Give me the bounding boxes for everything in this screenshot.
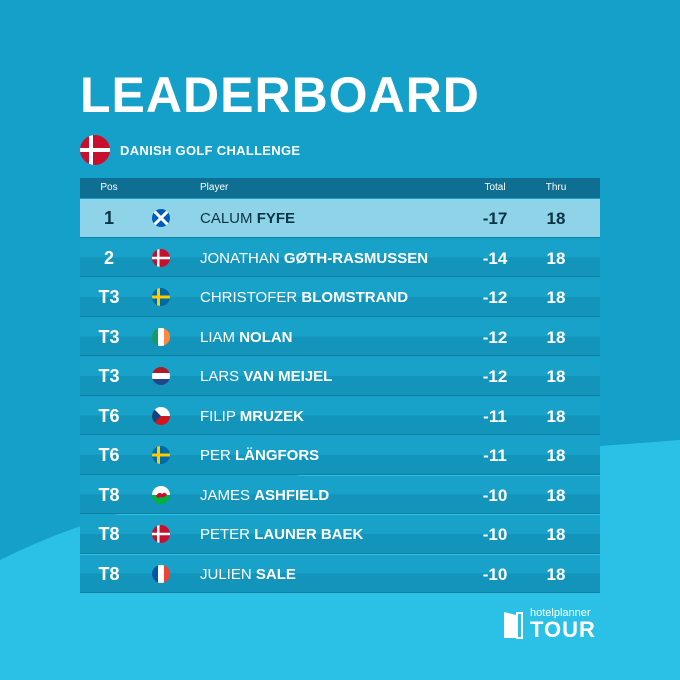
player-first-name: LIAM (200, 328, 236, 346)
col-pos: Pos (100, 182, 118, 193)
position: 2 (103, 247, 114, 268)
player-last-name: NOLAN (239, 328, 293, 346)
player-first-name: CHRISTOFER (200, 289, 298, 306)
player-name: CALUM FYFE (200, 210, 295, 227)
table-row: 1 CALUM FYFE -17 18 (80, 199, 600, 238)
holes-thru: 18 (546, 446, 566, 465)
player-first-name: JONATHAN (200, 249, 280, 267)
player-name: JAMES ASHFIELD (200, 487, 329, 504)
position: T6 (98, 405, 120, 426)
player-last-name: GØTH-RASMUSSEN (283, 249, 429, 267)
total-score: -11 (483, 446, 507, 465)
hotelplanner-tour-logo: hotelplanner TOUR (502, 608, 596, 641)
player-name: JONATHAN GØTH-RASMUSSEN (200, 250, 428, 267)
player-first-name: JULIEN (200, 565, 252, 583)
sweden-flag-icon (152, 288, 170, 306)
player-name: LARS VAN MEIJEL (200, 368, 332, 385)
logo-bottom-text: TOUR (530, 617, 596, 642)
player-last-name: ASHFIELD (254, 486, 330, 504)
sweden-flag-icon (152, 446, 170, 464)
position: T3 (98, 366, 120, 386)
leaderboard-table: Pos Player Total Thru 1 CALUM FYFE -17 18 2 J… (80, 178, 600, 593)
event-name: DANISH GOLF CHALLENGE (120, 142, 301, 158)
table-row: T6 FILIP MRUZEK -11 18 (80, 396, 600, 435)
holes-thru: 18 (546, 406, 566, 426)
position: T6 (98, 445, 120, 465)
total-score: -10 (482, 564, 508, 584)
denmark-flag-icon (152, 525, 170, 543)
holes-thru: 18 (546, 209, 566, 228)
netherlands-flag-icon (152, 367, 170, 385)
czechia-flag-icon (152, 406, 170, 425)
page-title: LEADERBOARD (80, 67, 480, 123)
position: T3 (98, 326, 120, 347)
door-icon (504, 611, 523, 639)
player-first-name: PER (200, 447, 231, 464)
ireland-flag-icon (152, 327, 170, 346)
player-last-name: MRUZEK (239, 407, 304, 425)
total-score: -12 (482, 288, 508, 307)
wales-flag-icon (152, 485, 170, 504)
holes-thru: 18 (546, 564, 566, 584)
col-player: Player (200, 182, 229, 193)
denmark-flag-icon (80, 135, 110, 165)
position: T8 (98, 524, 120, 544)
player-name: LIAM NOLAN (200, 329, 293, 346)
total-score: -17 (482, 209, 508, 228)
holes-thru: 18 (546, 288, 566, 307)
denmark-flag-icon (152, 248, 170, 267)
player-first-name: JAMES (200, 486, 251, 504)
scotland-flag-icon (152, 209, 170, 227)
holes-thru: 18 (546, 525, 566, 544)
player-name: FILIP MRUZEK (200, 408, 304, 425)
total-score: -12 (482, 327, 508, 347)
table-row: T3 CHRISTOFER BLOMSTRAND -12 18 (80, 278, 600, 317)
table-row: T8 JAMES ASHFIELD -10 18 (80, 475, 600, 514)
position: T8 (98, 563, 120, 584)
player-name: PETER LAUNER BAEK (200, 526, 363, 543)
table-row: T8 JULIEN SALE -10 18 (80, 554, 600, 593)
holes-thru: 18 (546, 327, 566, 347)
player-name: PER LÄNGFORS (200, 447, 319, 464)
player-first-name: LARS (200, 368, 240, 385)
player-name: JULIEN SALE (200, 566, 296, 583)
table-row: 2 JONATHAN GØTH-RASMUSSEN -14 18 (80, 238, 600, 277)
total-score: -10 (482, 525, 508, 544)
event-label: DANISH GOLF CHALLENGE (80, 134, 300, 166)
player-last-name: BLOMSTRAND (301, 289, 409, 306)
total-score: -10 (482, 485, 508, 505)
col-thru: Thru (545, 182, 567, 193)
position: T8 (98, 484, 120, 505)
player-last-name: LÄNGFORS (235, 447, 320, 464)
logo-top-text: hotelplanner (530, 607, 591, 619)
holes-thru: 18 (546, 248, 566, 268)
total-score: -12 (482, 367, 508, 386)
player-last-name: FYFE (256, 210, 296, 227)
table-header: Pos Player Total Thru (80, 178, 600, 198)
holes-thru: 18 (546, 485, 566, 505)
player-first-name: CALUM (200, 210, 253, 227)
player-first-name: FILIP (200, 407, 236, 425)
table-row: T6 PER LÄNGFORS -11 18 (80, 436, 600, 475)
player-first-name: PETER (200, 526, 251, 543)
total-score: -11 (483, 406, 507, 426)
table-row: T3 LIAM NOLAN -12 18 (80, 317, 600, 356)
player-last-name: LAUNER BAEK (254, 526, 364, 543)
table-row: T8 PETER LAUNER BAEK -10 18 (80, 515, 600, 554)
france-flag-icon (152, 564, 170, 583)
position: T3 (98, 287, 120, 307)
col-total: Total (484, 182, 506, 193)
player-name: CHRISTOFER BLOMSTRAND (200, 289, 408, 306)
total-score: -14 (482, 248, 508, 268)
player-last-name: VAN MEIJEL (243, 368, 333, 385)
holes-thru: 18 (546, 367, 566, 386)
position: 1 (103, 208, 114, 228)
player-last-name: SALE (255, 565, 296, 583)
table-row: T3 LARS VAN MEIJEL -12 18 (80, 357, 600, 396)
